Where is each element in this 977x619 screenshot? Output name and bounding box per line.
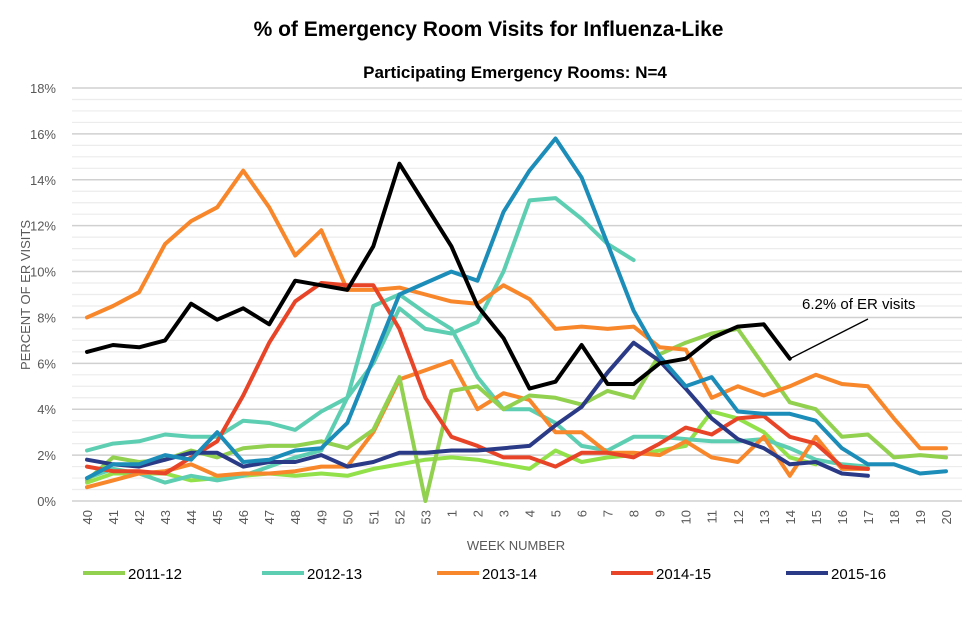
- x-tick-label: 48: [288, 510, 303, 524]
- annotation-leader-line: [789, 318, 869, 360]
- legend-label: 2011-12: [128, 566, 182, 583]
- x-tick-label: 49: [314, 510, 329, 524]
- annotation-label: 6.2% of ER visits: [802, 296, 915, 313]
- series-line-2015-16: [85, 340, 870, 478]
- x-tick-label: 44: [184, 510, 199, 524]
- series-line-series-7: [85, 359, 870, 490]
- x-tick-label: 15: [809, 510, 824, 524]
- legend-label: 2014-15: [656, 566, 711, 583]
- x-tick-label: 3: [496, 510, 511, 517]
- x-tick-label: 5: [549, 510, 564, 517]
- x-tick-label: 51: [366, 510, 381, 524]
- x-tick-label: 2: [470, 510, 485, 517]
- y-axis-ticks: 0% 2% 4% 6% 8% 10% 12% 14% 16% 18%: [30, 81, 56, 509]
- series-line-2012-13: [85, 196, 636, 453]
- legend-item: 2011-12: [83, 566, 182, 583]
- y-tick-label: 12%: [30, 219, 56, 234]
- y-tick-label: 16%: [30, 127, 56, 142]
- x-tick-label: 52: [392, 510, 407, 524]
- y-tick-label: 2%: [37, 448, 56, 463]
- chart-title: % of Emergency Room Visits for Influenza…: [253, 18, 724, 41]
- x-tick-label: 17: [861, 510, 876, 524]
- x-tick-label: 16: [835, 510, 850, 524]
- x-tick-label: 8: [627, 510, 642, 517]
- legend: 2011-12 2012-13 2013-14 2014-15 2015-16: [83, 566, 886, 583]
- x-tick-label: 6: [575, 510, 590, 517]
- x-tick-label: 20: [939, 510, 954, 524]
- x-tick-label: 14: [783, 510, 798, 524]
- x-tick-label: 46: [236, 510, 251, 524]
- y-tick-label: 6%: [37, 356, 56, 371]
- x-tick-label: 50: [340, 510, 355, 524]
- legend-item: 2013-14: [437, 566, 537, 583]
- x-tick-label: 43: [158, 510, 173, 524]
- y-tick-label: 4%: [37, 402, 56, 417]
- x-tick-label: 9: [653, 510, 668, 517]
- x-tick-label: 12: [731, 510, 746, 524]
- legend-item: 2014-15: [611, 566, 711, 583]
- x-tick-label: 7: [601, 510, 616, 517]
- y-axis-label: PERCENT OF ER VISITS: [18, 220, 33, 370]
- y-tick-label: 8%: [37, 310, 56, 325]
- legend-item: 2012-13: [262, 566, 362, 583]
- x-tick-label: 10: [679, 510, 694, 524]
- x-tick-label: 11: [705, 510, 720, 524]
- series-line-2013-14: [85, 168, 948, 451]
- y-tick-label: 18%: [30, 81, 56, 96]
- chart-subtitle: Participating Emergency Rooms: N=4: [363, 63, 667, 82]
- x-tick-label: 18: [887, 510, 902, 524]
- x-axis-ticks: 40 41 42 43 44 45 46 47 48 49 50 51 52 53 1 2 3 4 5 6 7 8 9 10 1…: [80, 510, 954, 524]
- series-line-2011-12: [85, 326, 948, 503]
- x-tick-label: 13: [757, 510, 772, 524]
- x-tick-label: 47: [262, 510, 277, 524]
- x-tick-label: 40: [80, 510, 95, 524]
- series-lines: [85, 136, 948, 503]
- x-tick-label: 1: [444, 510, 459, 517]
- y-tick-label: 14%: [30, 173, 56, 188]
- series-line-series-6: [85, 292, 870, 485]
- legend-label: 2013-14: [482, 566, 537, 583]
- series-line-series-9: [85, 161, 792, 391]
- legend-label: 2012-13: [307, 566, 362, 583]
- y-tick-label: 0%: [37, 494, 56, 509]
- legend-item: 2015-16: [786, 566, 886, 583]
- x-tick-label: 4: [523, 510, 538, 517]
- x-tick-label: 19: [913, 510, 928, 524]
- x-tick-label: 42: [132, 510, 147, 524]
- legend-label: 2015-16: [831, 566, 886, 583]
- series-line-2014-15: [85, 281, 870, 476]
- series-line-series-5: [85, 409, 818, 485]
- x-tick-label: 53: [418, 510, 433, 524]
- series-line-series-8: [85, 136, 948, 481]
- x-tick-label: 41: [106, 510, 121, 524]
- x-axis-label: WEEK NUMBER: [467, 538, 565, 553]
- y-tick-label: 10%: [30, 265, 56, 280]
- x-tick-label: 45: [210, 510, 225, 524]
